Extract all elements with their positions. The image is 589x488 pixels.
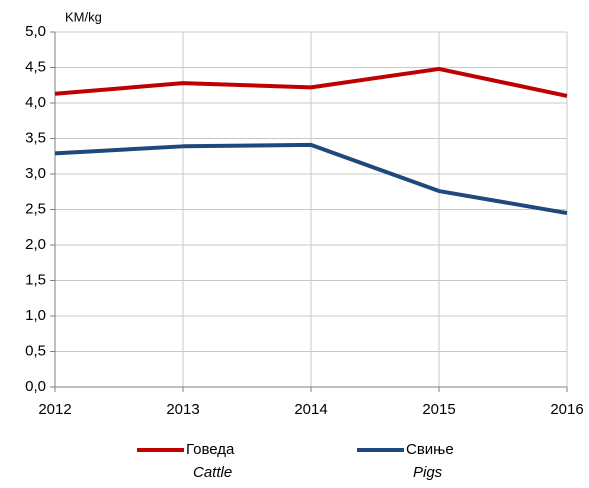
- x-tick-label: 2013: [166, 401, 199, 418]
- y-tick-label: 2,5: [25, 200, 46, 217]
- y-tick-label: 4,0: [25, 94, 46, 111]
- y-tick-label: 2,0: [25, 236, 46, 253]
- x-tick-label: 2015: [422, 401, 455, 418]
- line-series: [54, 66, 568, 98]
- y-tick-label: 3,5: [25, 129, 46, 146]
- y-unit: KM/kg: [65, 9, 102, 24]
- legend-label: Свиње: [406, 441, 454, 458]
- legend-label-en: Pigs: [413, 464, 443, 481]
- y-tick-label: 3,0: [25, 165, 46, 182]
- x-tick-label: 2014: [294, 401, 327, 418]
- y-tick-label: 1,5: [25, 271, 46, 288]
- x-tick-label: 2012: [38, 401, 71, 418]
- line-series: [54, 142, 568, 216]
- x-tick-label: 2016: [550, 401, 583, 418]
- legend-label-en: Cattle: [193, 464, 232, 481]
- y-tick-label: 5,0: [25, 23, 46, 40]
- y-tick-label: 0,5: [25, 342, 46, 359]
- y-tick-label: 1,0: [25, 307, 46, 324]
- y-tick-label: 0,0: [25, 378, 46, 395]
- legend-label: Говеда: [186, 441, 235, 458]
- y-tick-label: 4,5: [25, 58, 46, 75]
